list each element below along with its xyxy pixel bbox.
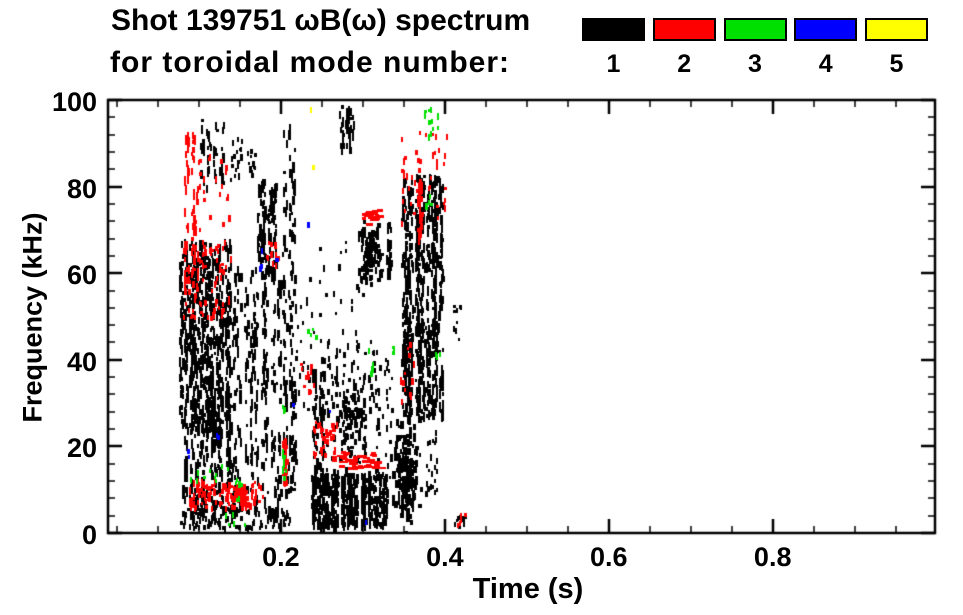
y-tick-label-20: 20 — [66, 433, 97, 464]
x-tick-label-0.8: 0.8 — [753, 542, 792, 572]
plot-title-line1: Shot 139751 ωB(ω) spectrum — [111, 4, 531, 37]
legend-label-5: 5 — [889, 50, 904, 78]
legend-label-2: 2 — [677, 50, 692, 78]
legend-label-3: 3 — [748, 50, 762, 78]
mode-number-legend: 1 2 3 4 5 — [582, 18, 934, 98]
x-tick-label-0.6: 0.6 — [590, 542, 628, 572]
legend-swatch-2 — [652, 18, 716, 41]
y-tick-label-80: 80 — [66, 173, 97, 204]
x-axis-title: Time (s) — [472, 573, 584, 605]
y-tick-label-0: 0 — [81, 520, 97, 550]
legend-swatch-1 — [582, 18, 645, 41]
legend-label-1: 1 — [606, 50, 621, 78]
plot-title-line2: for toroidal mode number: — [110, 46, 510, 79]
x-tick-label-0.4: 0.4 — [426, 542, 464, 572]
legend-swatch-5 — [865, 18, 928, 41]
y-tick-label-100: 100 — [51, 87, 97, 117]
legend-swatch-4 — [794, 18, 858, 41]
y-tick-label-60: 60 — [66, 260, 97, 291]
x-tick-label-0.2: 0.2 — [262, 542, 300, 572]
legend-swatch-3 — [723, 18, 787, 41]
legend-label-4: 4 — [818, 50, 833, 78]
y-tick-label-40: 40 — [66, 346, 97, 377]
y-axis-title: Frequency (kHz) — [17, 212, 48, 423]
